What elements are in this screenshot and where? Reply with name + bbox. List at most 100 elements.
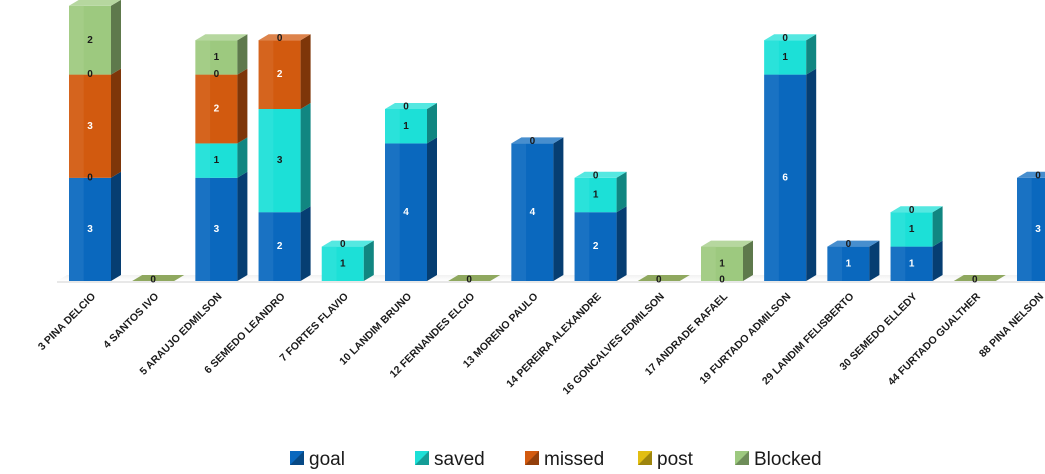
bar-segment-highlight [511,143,527,281]
data-label-goal: 3 [87,224,93,235]
bar-segment-side [932,206,943,247]
data-label-saved: 1 [593,190,599,201]
bar-top-cap [258,34,311,41]
data-label-blocked: 1 [214,52,220,63]
data-label-saved: 1 [782,52,788,63]
legend: goal saved missed post Blocked [290,449,822,470]
bar-segment-side [111,0,121,75]
data-label-top: 0 [277,33,283,44]
data-label-top: 0 [466,275,472,286]
category-label: 3 PINA DELCIO [36,291,98,353]
data-label-top: 0 [972,275,978,286]
bar-stack [195,34,248,281]
legend-label: missed [544,449,604,470]
bar-top-cap [511,137,564,144]
category-label: 7 FORTES FLAVIO [277,291,351,365]
bar-stack [764,34,817,281]
bar-segment-highlight [1017,177,1032,281]
data-label-bottom: 0 [719,275,725,286]
bar-segment-highlight [764,74,779,281]
data-label-missed: 3 [87,121,93,132]
legend-label: goal [309,449,345,470]
data-label-post: 0 [87,69,93,80]
data-label-top: 0 [909,205,915,216]
bar-segment-side [553,137,564,281]
bar-segment-side [616,206,627,281]
bar-segment-side [237,171,248,281]
data-label-saved: 1 [214,155,220,166]
bar-segment-side [237,137,248,178]
legend-swatch-shade [525,451,539,465]
category-label: 88 PINA NELSON [977,291,1045,360]
data-label-goal: 4 [530,207,536,218]
bar-stack [890,206,943,281]
bar-segment-side [300,206,311,281]
bar-segment-side [111,68,121,178]
bar-segment-highlight [890,212,906,247]
legend-label: saved [434,449,485,470]
bar-segment-highlight [321,246,337,281]
bar-segment-highlight [890,246,906,281]
data-label-top: 0 [530,136,536,147]
legend-swatch-shade [290,451,304,465]
bar-top-cap [574,171,627,178]
legend-item-blocked: Blocked [735,449,822,470]
data-label-saved: 3 [277,155,283,166]
bar-stack [321,240,374,281]
category-label: 4 SANTOS IVO [101,291,161,351]
bar-stack [448,275,501,281]
bar-top-cap [321,240,374,247]
bar-segment-side [111,171,121,281]
data-label-top: 0 [656,275,662,286]
data-label-top: 0 [593,170,599,181]
data-label-goal: 4 [403,207,409,218]
data-label-saved: 1 [909,224,915,235]
bar-stack [385,103,437,281]
bar-segment-highlight [258,40,274,110]
bar-segment-side [363,240,374,281]
bar-segment-side [300,103,311,213]
data-label-goal: 3 [1035,224,1041,235]
bar-stack [827,240,880,281]
data-label-goal: 2 [277,241,283,252]
data-label-missed: 2 [214,104,220,115]
data-label-top: 0 [403,102,409,113]
bar-top-cap [827,240,880,247]
data-label-goal: 1 [909,258,915,269]
bar-empty-cap [953,275,1006,281]
bar-segment-highlight [195,40,211,75]
data-label-top: 0 [1035,170,1041,181]
bar-top-cap [195,34,248,41]
bar-segment-highlight [385,109,400,144]
bar-segment-highlight [764,40,779,75]
bar-stack [953,275,1006,281]
data-label-top: 0 [846,239,852,250]
data-label-goal: 1 [846,258,852,269]
bar-stack [637,275,690,281]
bar-segment-highlight [701,246,716,281]
bar-top-cap [764,34,817,41]
bar-empty-cap [132,275,185,281]
bar-segment-side [237,68,248,144]
bar-segment-side [300,34,311,110]
bar-top-cap [69,0,121,6]
bar-segment-side [616,171,627,213]
category-label: 16 GONCALVES EDMILSON [560,291,667,398]
legend-swatch-shade [735,451,749,465]
bar-segment-side [806,68,817,281]
bars-layer [69,0,1045,281]
bar-segment-side [806,34,817,75]
bar-segment-highlight [195,74,211,144]
bar-top-cap [385,103,437,109]
bar-empty-cap [448,275,501,281]
legend-label: Blocked [754,449,822,470]
bar-segment-highlight [574,177,590,213]
data-label-top: 0 [150,275,156,286]
bar-segment-highlight [258,109,274,213]
bar-stack [258,34,311,281]
bar-segment-highlight [385,143,400,281]
bar-segment-side [869,240,880,281]
bar-top-cap [890,206,943,213]
